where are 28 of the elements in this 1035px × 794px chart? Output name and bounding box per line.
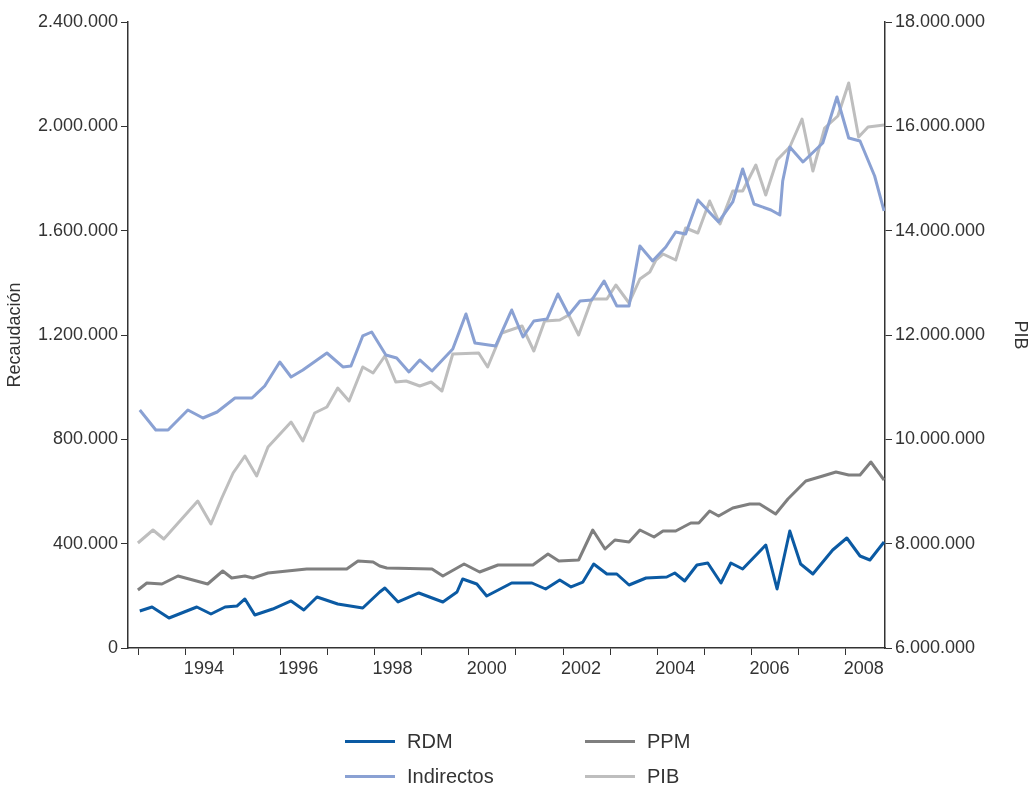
legend-label: PIB: [647, 765, 680, 788]
legend-label: RDM: [407, 730, 453, 753]
x-tick-label: 2000: [466, 657, 507, 678]
x-tick-label: 2008: [843, 657, 884, 678]
y2-axis-title: PIB: [1011, 320, 1032, 350]
y-tick-label: 0: [107, 636, 118, 657]
legend-label: PPM: [647, 730, 691, 753]
y2-tick-label: 12.000.000: [895, 323, 986, 344]
y-axis-title: Recaudación: [3, 282, 24, 388]
y2-tick-label: 8.000.000: [895, 532, 976, 553]
y2-tick-label: 18.000.000: [895, 10, 986, 31]
y-tick-label: 1.600.000: [37, 219, 118, 240]
x-tick-label: 2002: [560, 657, 601, 678]
y-tick-label: 800.000: [52, 428, 118, 449]
y-tick-label: 1.200.000: [37, 323, 118, 344]
y2-tick-label: 16.000.000: [895, 115, 986, 136]
x-tick-label: 1996: [278, 657, 319, 678]
y2-tick-label: 10.000.000: [895, 428, 986, 449]
x-tick-label: 1998: [372, 657, 413, 678]
y-tick-label: 2.000.000: [37, 115, 118, 136]
y2-tick-label: 6.000.000: [895, 636, 976, 657]
y-tick-label: 400.000: [52, 532, 118, 553]
x-tick-label: 2006: [749, 657, 790, 678]
y-tick-label: 2.400.000: [37, 10, 118, 31]
legend-label: Indirectos: [407, 765, 494, 788]
y2-tick-label: 14.000.000: [895, 219, 986, 240]
x-tick-label: 2004: [655, 657, 696, 678]
x-tick-label: 1994: [183, 657, 224, 678]
